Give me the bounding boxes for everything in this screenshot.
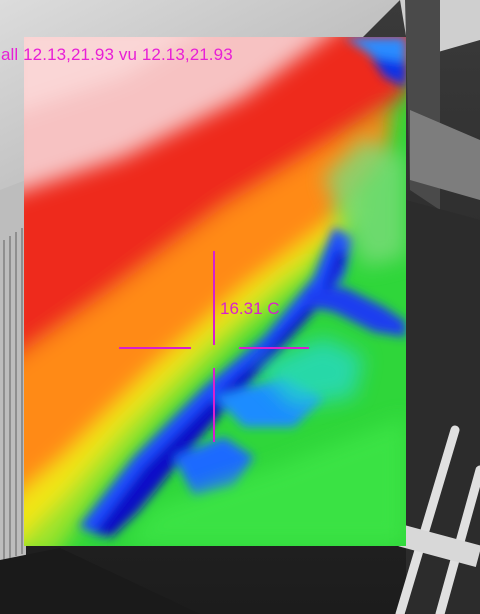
thermal-image: [24, 37, 406, 546]
crosshair-right-line: [239, 347, 309, 349]
temperature-range-readout: all 12.13,21.93 vu 12.13,21.93: [1, 45, 233, 64]
crosshair-bottom-line: [213, 368, 215, 442]
crosshair-left-line: [119, 347, 191, 349]
crosshair-top-line: [213, 251, 215, 345]
center-temperature-readout: 16.31 C: [220, 299, 280, 318]
